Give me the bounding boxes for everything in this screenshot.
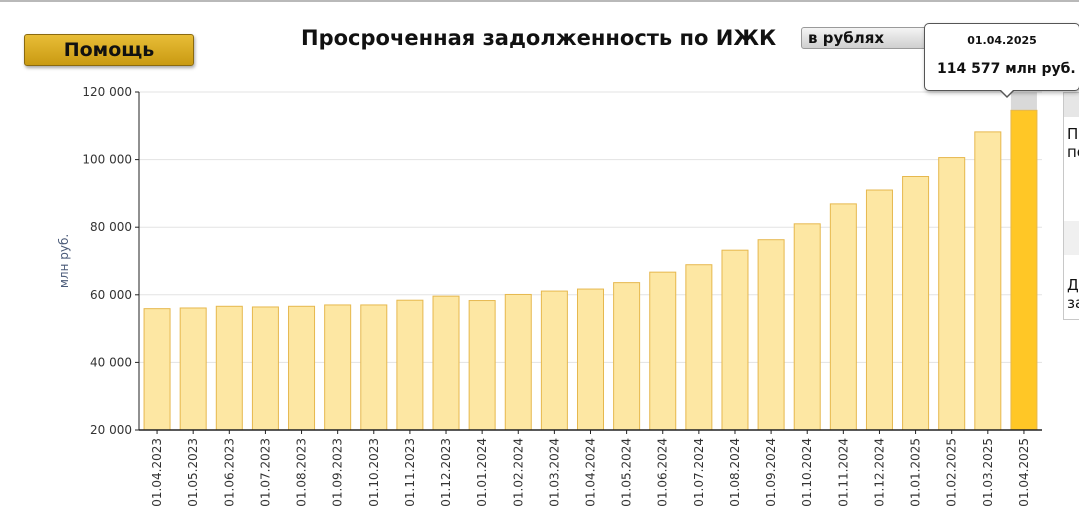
bar	[902, 176, 930, 431]
x-tick-label: 01.01.2025	[909, 438, 923, 507]
bar	[179, 307, 207, 431]
bar	[576, 288, 605, 431]
x-tick-label: 01.03.2025	[981, 438, 995, 507]
tooltip-date: 01.04.2025	[967, 34, 1037, 47]
top-border	[0, 0, 1079, 2]
x-tick-label: 01.10.2023	[367, 438, 381, 507]
y-tick-label: 60 000	[90, 288, 132, 302]
bar	[1010, 109, 1038, 431]
y-tick-label: 40 000	[90, 355, 132, 369]
y-tick-label: 20 000	[90, 423, 132, 437]
bar	[143, 308, 171, 431]
y-axis-label: млн руб.	[57, 234, 71, 288]
x-tick-label: 01.08.2023	[295, 438, 309, 507]
x-tick-label: 01.02.2024	[511, 438, 525, 507]
bar	[865, 189, 893, 431]
x-tick-label: 01.10.2024	[800, 438, 814, 507]
bar	[829, 203, 857, 431]
side-panel-header	[1064, 93, 1079, 117]
x-tick-label: 01.09.2023	[331, 438, 345, 507]
y-tick-label: 100 000	[82, 153, 132, 167]
side-panel-text-1: П	[1067, 125, 1079, 143]
x-tick-label: 01.06.2023	[222, 438, 236, 507]
bar	[613, 282, 641, 431]
bar	[685, 264, 713, 431]
x-tick-label: 01.08.2024	[728, 438, 742, 507]
x-tick-label: 01.12.2023	[439, 438, 453, 507]
bar	[288, 305, 316, 431]
x-tick-label: 01.09.2024	[764, 438, 778, 507]
tooltip-value: 114 577 млн руб.	[937, 61, 1076, 77]
y-tick-label: 120 000	[82, 85, 132, 99]
x-tick-label: 01.11.2024	[836, 438, 850, 507]
side-panel: П по Д за	[1063, 92, 1079, 320]
y-tick-label: 80 000	[90, 220, 132, 234]
x-tick-label: 01.06.2024	[656, 438, 670, 507]
value-tooltip: 01.04.2025 114 577 млн руб.	[924, 23, 1079, 91]
bar	[432, 295, 460, 431]
x-tick-label: 01.07.2023	[258, 438, 272, 507]
page-title: Просроченная задолженность по ИЖК	[301, 26, 777, 50]
side-panel-text-4: за	[1067, 294, 1079, 312]
x-tick-label: 01.03.2024	[547, 438, 561, 507]
side-panel-text-2: по	[1067, 143, 1079, 161]
side-panel-text-3: Д	[1067, 276, 1079, 294]
x-tick-label: 01.01.2024	[475, 438, 489, 507]
bar	[504, 293, 532, 431]
bar	[540, 290, 568, 431]
x-tick-label: 01.07.2024	[692, 438, 706, 507]
bar	[324, 304, 352, 431]
x-tick-label: 01.12.2024	[872, 438, 886, 507]
tooltip-pointer-fill	[1000, 89, 1014, 96]
bar	[215, 305, 243, 431]
x-tick-label: 01.04.2025	[1017, 438, 1031, 507]
side-panel-band	[1064, 221, 1079, 255]
x-tick-label: 01.11.2023	[403, 438, 417, 507]
bar	[468, 300, 496, 431]
x-tick-label: 01.04.2024	[584, 438, 598, 507]
bar	[396, 299, 424, 431]
bar	[251, 306, 279, 431]
bar	[649, 271, 677, 431]
bar	[721, 249, 749, 431]
bar	[938, 157, 966, 431]
x-tick-label: 01.04.2023	[150, 438, 164, 507]
help-button[interactable]: Помощь	[24, 34, 194, 66]
bar	[360, 304, 388, 431]
bar	[793, 223, 821, 431]
x-tick-label: 01.05.2024	[620, 438, 634, 507]
unit-select[interactable]: в рублях	[801, 27, 931, 49]
x-tick-label: 01.02.2025	[945, 438, 959, 507]
bar	[757, 239, 785, 431]
x-tick-label: 01.05.2023	[186, 438, 200, 507]
bar	[974, 131, 1002, 431]
